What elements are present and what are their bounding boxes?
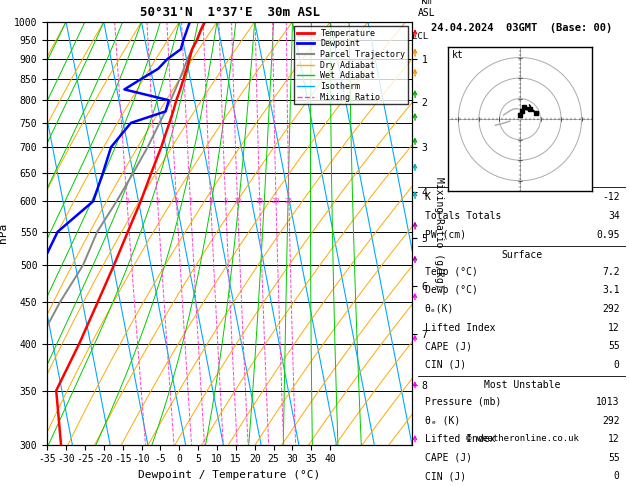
Text: CAPE (J): CAPE (J) bbox=[425, 453, 472, 463]
Text: km
ASL: km ASL bbox=[418, 0, 435, 17]
Text: 7.2: 7.2 bbox=[602, 267, 620, 277]
Text: CIN (J): CIN (J) bbox=[425, 360, 465, 370]
Text: CAPE (J): CAPE (J) bbox=[425, 341, 472, 351]
Text: CIN (J): CIN (J) bbox=[425, 471, 465, 482]
Legend: Temperature, Dewpoint, Parcel Trajectory, Dry Adiabat, Wet Adiabat, Isotherm, Mi: Temperature, Dewpoint, Parcel Trajectory… bbox=[294, 26, 408, 104]
Text: PW (cm): PW (cm) bbox=[425, 229, 465, 240]
Text: 55: 55 bbox=[608, 453, 620, 463]
Text: 8: 8 bbox=[223, 198, 228, 204]
Text: 2: 2 bbox=[155, 198, 160, 204]
Text: 12: 12 bbox=[608, 434, 620, 444]
Text: 0: 0 bbox=[614, 360, 620, 370]
Text: 292: 292 bbox=[602, 416, 620, 426]
Text: θₑ(K): θₑ(K) bbox=[425, 304, 454, 314]
Text: Lifted Index: Lifted Index bbox=[425, 323, 495, 332]
Text: 3.1: 3.1 bbox=[602, 285, 620, 295]
Text: Most Unstable: Most Unstable bbox=[484, 380, 560, 390]
Text: 3: 3 bbox=[174, 198, 179, 204]
Text: LCL: LCL bbox=[412, 33, 428, 41]
Text: Temp (°C): Temp (°C) bbox=[425, 267, 477, 277]
Text: 15: 15 bbox=[255, 198, 264, 204]
Text: 1013: 1013 bbox=[596, 397, 620, 407]
Y-axis label: hPa: hPa bbox=[0, 223, 8, 243]
Text: Pressure (mb): Pressure (mb) bbox=[425, 397, 501, 407]
X-axis label: Dewpoint / Temperature (°C): Dewpoint / Temperature (°C) bbox=[138, 470, 321, 480]
Text: 4: 4 bbox=[188, 198, 192, 204]
Text: 10: 10 bbox=[233, 198, 242, 204]
Text: 0.95: 0.95 bbox=[596, 229, 620, 240]
Text: K: K bbox=[425, 192, 430, 202]
Title: 50°31'N  1°37'E  30m ASL: 50°31'N 1°37'E 30m ASL bbox=[140, 6, 320, 19]
Text: 6: 6 bbox=[208, 198, 213, 204]
Text: -12: -12 bbox=[602, 192, 620, 202]
Text: θₑ (K): θₑ (K) bbox=[425, 416, 460, 426]
Text: 24.04.2024  03GMT  (Base: 00): 24.04.2024 03GMT (Base: 00) bbox=[431, 23, 613, 33]
Text: Totals Totals: Totals Totals bbox=[425, 211, 501, 221]
Text: Lifted Index: Lifted Index bbox=[425, 434, 495, 444]
Text: 25: 25 bbox=[285, 198, 293, 204]
Text: 1: 1 bbox=[125, 198, 129, 204]
Text: 55: 55 bbox=[608, 341, 620, 351]
Text: 0: 0 bbox=[614, 471, 620, 482]
Text: 292: 292 bbox=[602, 304, 620, 314]
Text: 34: 34 bbox=[608, 211, 620, 221]
Text: kt: kt bbox=[452, 50, 464, 59]
Text: Dewp (°C): Dewp (°C) bbox=[425, 285, 477, 295]
Y-axis label: Mixing Ratio (g/kg): Mixing Ratio (g/kg) bbox=[434, 177, 444, 289]
Text: 12: 12 bbox=[608, 323, 620, 332]
Text: © weatheronline.co.uk: © weatheronline.co.uk bbox=[465, 434, 579, 443]
Text: 20: 20 bbox=[272, 198, 281, 204]
Text: Surface: Surface bbox=[501, 250, 543, 260]
